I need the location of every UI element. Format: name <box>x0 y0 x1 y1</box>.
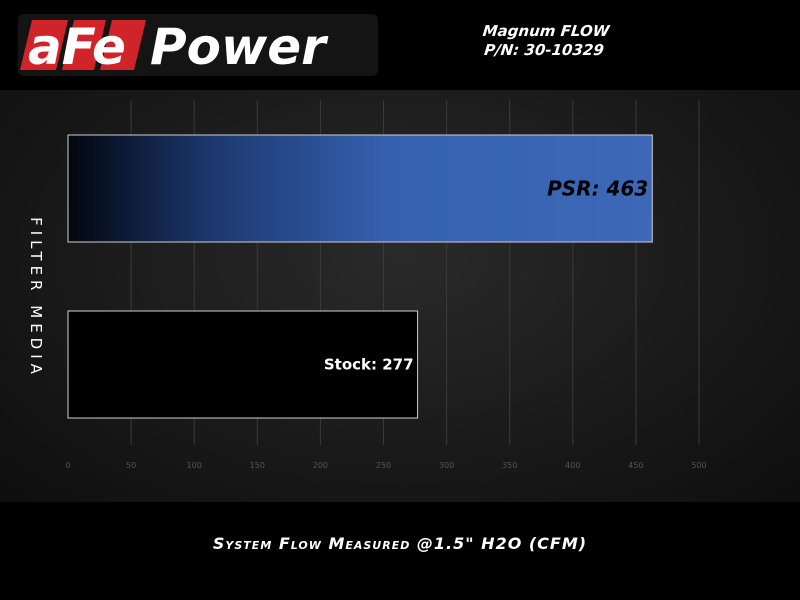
x-tick-label: 300 <box>439 461 454 470</box>
x-tick-label: 0 <box>65 461 70 470</box>
svg-text:aFe: aFe <box>28 18 126 76</box>
x-tick-label: 50 <box>126 461 136 470</box>
bar-stock <box>67 310 419 419</box>
data-label: PSR: 463 <box>547 177 648 201</box>
x-tick-label: 150 <box>250 461 265 470</box>
y-axis-label: FILTER MEDIA <box>27 217 45 379</box>
header: aFe Power Magnum FLOW P/N: 30-10329 <box>0 0 800 90</box>
x-tick-label: 250 <box>376 461 391 470</box>
x-tick-label: 500 <box>691 461 706 470</box>
svg-text:Power: Power <box>150 18 329 76</box>
footer <box>0 502 800 600</box>
x-tick-label: 400 <box>565 461 580 470</box>
data-label: Stock: 277 <box>324 356 414 374</box>
x-tick-label: 100 <box>187 461 202 470</box>
bar-psr <box>67 134 653 243</box>
x-tick-label: 450 <box>628 461 643 470</box>
x-tick-label: 350 <box>502 461 517 470</box>
afe-power-logo: aFe Power <box>18 14 378 76</box>
x-axis-label: System Flow Measured @1.5" H2O (CFM) <box>212 534 588 553</box>
x-tick-label: 200 <box>313 461 328 470</box>
